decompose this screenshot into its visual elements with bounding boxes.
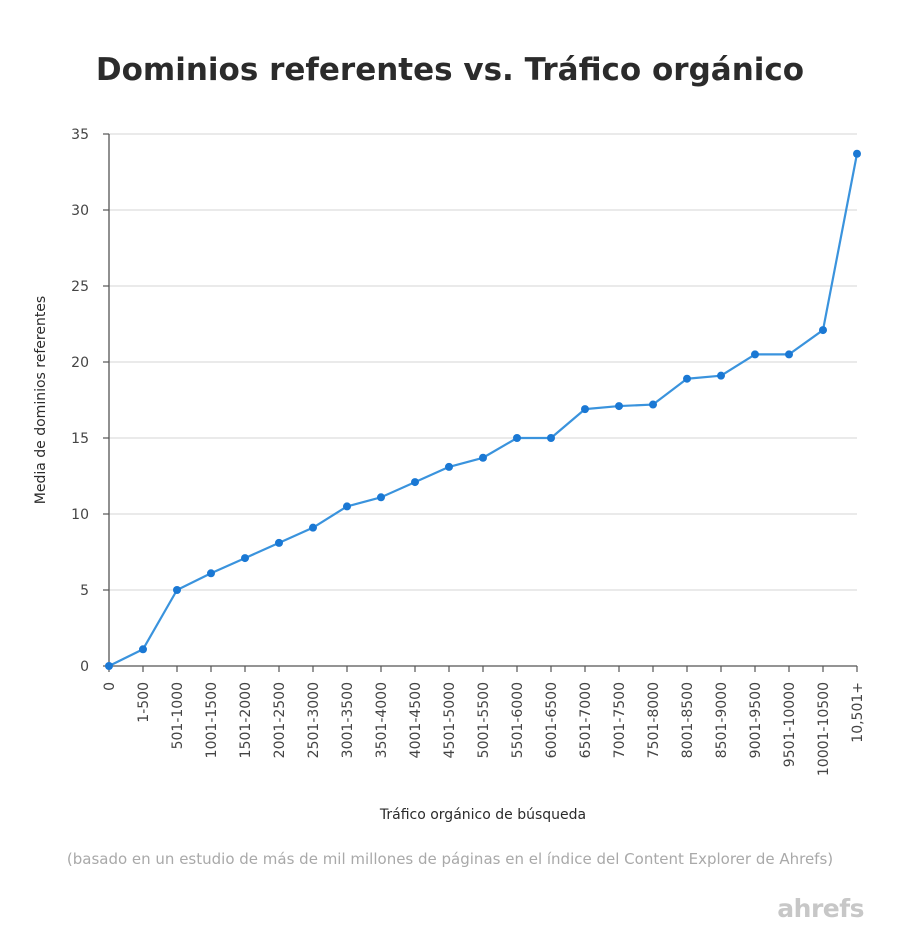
x-tick-label: 10001-10500 (816, 682, 832, 776)
y-tick-labels: 0 5 10 15 20 25 30 35 (71, 127, 89, 675)
data-point (275, 538, 283, 547)
data-point (717, 371, 725, 380)
data-point (207, 569, 215, 578)
series-layer (105, 149, 861, 670)
y-tick-label: 5 (80, 583, 89, 599)
x-tick-label: 10,501+ (850, 682, 866, 743)
x-tick-label: 1001-1500 (204, 682, 220, 758)
x-tick-label: 5501-6000 (510, 682, 526, 758)
data-point (649, 400, 657, 409)
x-tick-labels: 0 1-500 501-1000 1001-1500 1501-2000 2001-250… (102, 682, 866, 776)
x-tick-label: 6501-7000 (578, 682, 594, 758)
data-point (241, 554, 249, 563)
gridlines (109, 133, 857, 591)
x-tick-label: 8501-9000 (714, 682, 730, 758)
data-point (139, 645, 147, 654)
x-tick-label: 0 (102, 682, 118, 691)
x-tick-label: 6001-6500 (544, 682, 560, 758)
data-point (819, 326, 827, 335)
data-point (683, 374, 691, 383)
x-tick-label: 1501-2000 (238, 682, 254, 758)
data-point (547, 434, 555, 442)
y-axis-label: Media de dominios referentes (33, 296, 49, 504)
x-tick-label: 4001-4500 (408, 682, 424, 758)
axes (103, 133, 858, 672)
series-line (108, 153, 859, 667)
data-point (751, 350, 759, 359)
data-point (411, 478, 419, 487)
y-tick-label: 35 (71, 127, 89, 143)
x-tick-label: 1-500 (136, 682, 152, 723)
x-tick-label: 3001-3500 (340, 682, 356, 758)
y-tick-label: 10 (71, 507, 89, 523)
y-tick-label: 30 (71, 203, 89, 219)
data-point (309, 523, 317, 532)
data-point (377, 493, 385, 502)
x-tick-label: 2001-2500 (272, 682, 288, 758)
chart-title: Dominios referentes vs. Tráfico orgánico (95, 52, 805, 88)
ahrefs-logo: ahrefs (777, 894, 864, 923)
x-tick-label: 5001-5500 (476, 682, 492, 758)
data-point (479, 453, 487, 462)
y-tick-label: 20 (71, 355, 89, 371)
data-point (615, 402, 623, 411)
data-point (785, 350, 793, 359)
x-tick-label: 9001-9500 (748, 682, 764, 758)
data-point (343, 502, 351, 511)
y-tick-label: 0 (80, 659, 89, 675)
x-axis-label: Tráfico orgánico de búsqueda (379, 807, 586, 823)
footnote: (basado en un estudio de más de mil mill… (66, 850, 834, 868)
data-point (853, 149, 861, 158)
x-tick-label: 4501-5000 (442, 682, 458, 758)
x-tick-label: 9501-10000 (782, 682, 798, 767)
y-tick-label: 25 (71, 279, 89, 295)
data-point (173, 586, 181, 594)
x-tick-label: 7001-7500 (612, 682, 628, 758)
data-point (105, 662, 113, 670)
data-point (513, 434, 521, 442)
data-point (581, 405, 589, 414)
x-tick-label: 2501-3000 (306, 682, 322, 758)
x-tick-label: 7501-8000 (646, 682, 662, 758)
x-tick-label: 8001-8500 (680, 682, 696, 758)
x-tick-label: 501-1000 (170, 682, 186, 749)
y-tick-label: 15 (71, 431, 89, 447)
x-tick-label: 3501-4000 (374, 682, 390, 758)
data-point (445, 462, 453, 471)
